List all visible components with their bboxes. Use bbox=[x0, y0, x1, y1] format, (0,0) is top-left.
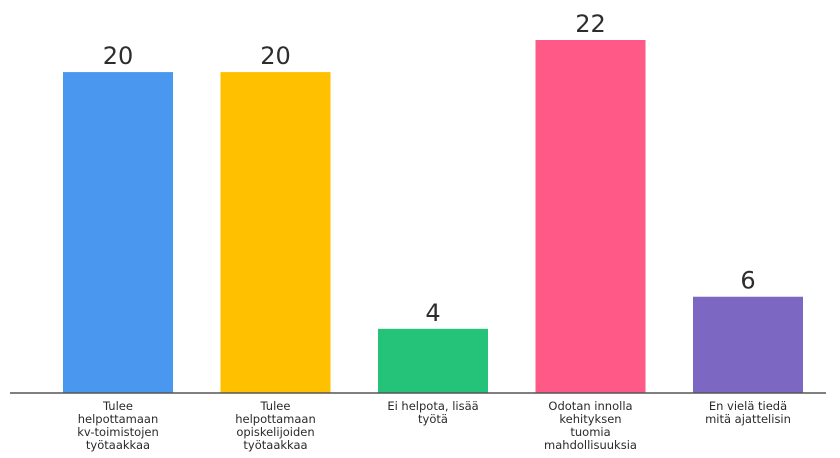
bar-1 bbox=[63, 72, 173, 393]
value-label-5: 6 bbox=[740, 267, 755, 295]
bar-3 bbox=[378, 328, 488, 393]
category-label-3: Ei helpota, lisää työtä bbox=[387, 399, 479, 426]
value-label-4: 22 bbox=[575, 10, 606, 38]
bar-5 bbox=[693, 296, 803, 393]
category-label-1: Tulee helpottamaan kv-toimistojen työtaa… bbox=[77, 399, 159, 452]
bar-2 bbox=[220, 72, 331, 393]
category-label-4: Odotan innolla kehityksen tuomia mahdoll… bbox=[544, 399, 637, 452]
value-label-3: 4 bbox=[425, 299, 440, 327]
value-labels-layer: 20 20 4 22 6 bbox=[103, 10, 756, 327]
value-label-1: 20 bbox=[103, 42, 134, 70]
bar-4 bbox=[535, 40, 646, 393]
value-label-2: 20 bbox=[260, 42, 291, 70]
category-label-2: Tulee helpottamaan opiskelijoiden työtaa… bbox=[235, 399, 316, 452]
bars-layer bbox=[63, 40, 803, 393]
category-label-5: En vielä tiedä mitä ajattelisin bbox=[705, 399, 791, 426]
